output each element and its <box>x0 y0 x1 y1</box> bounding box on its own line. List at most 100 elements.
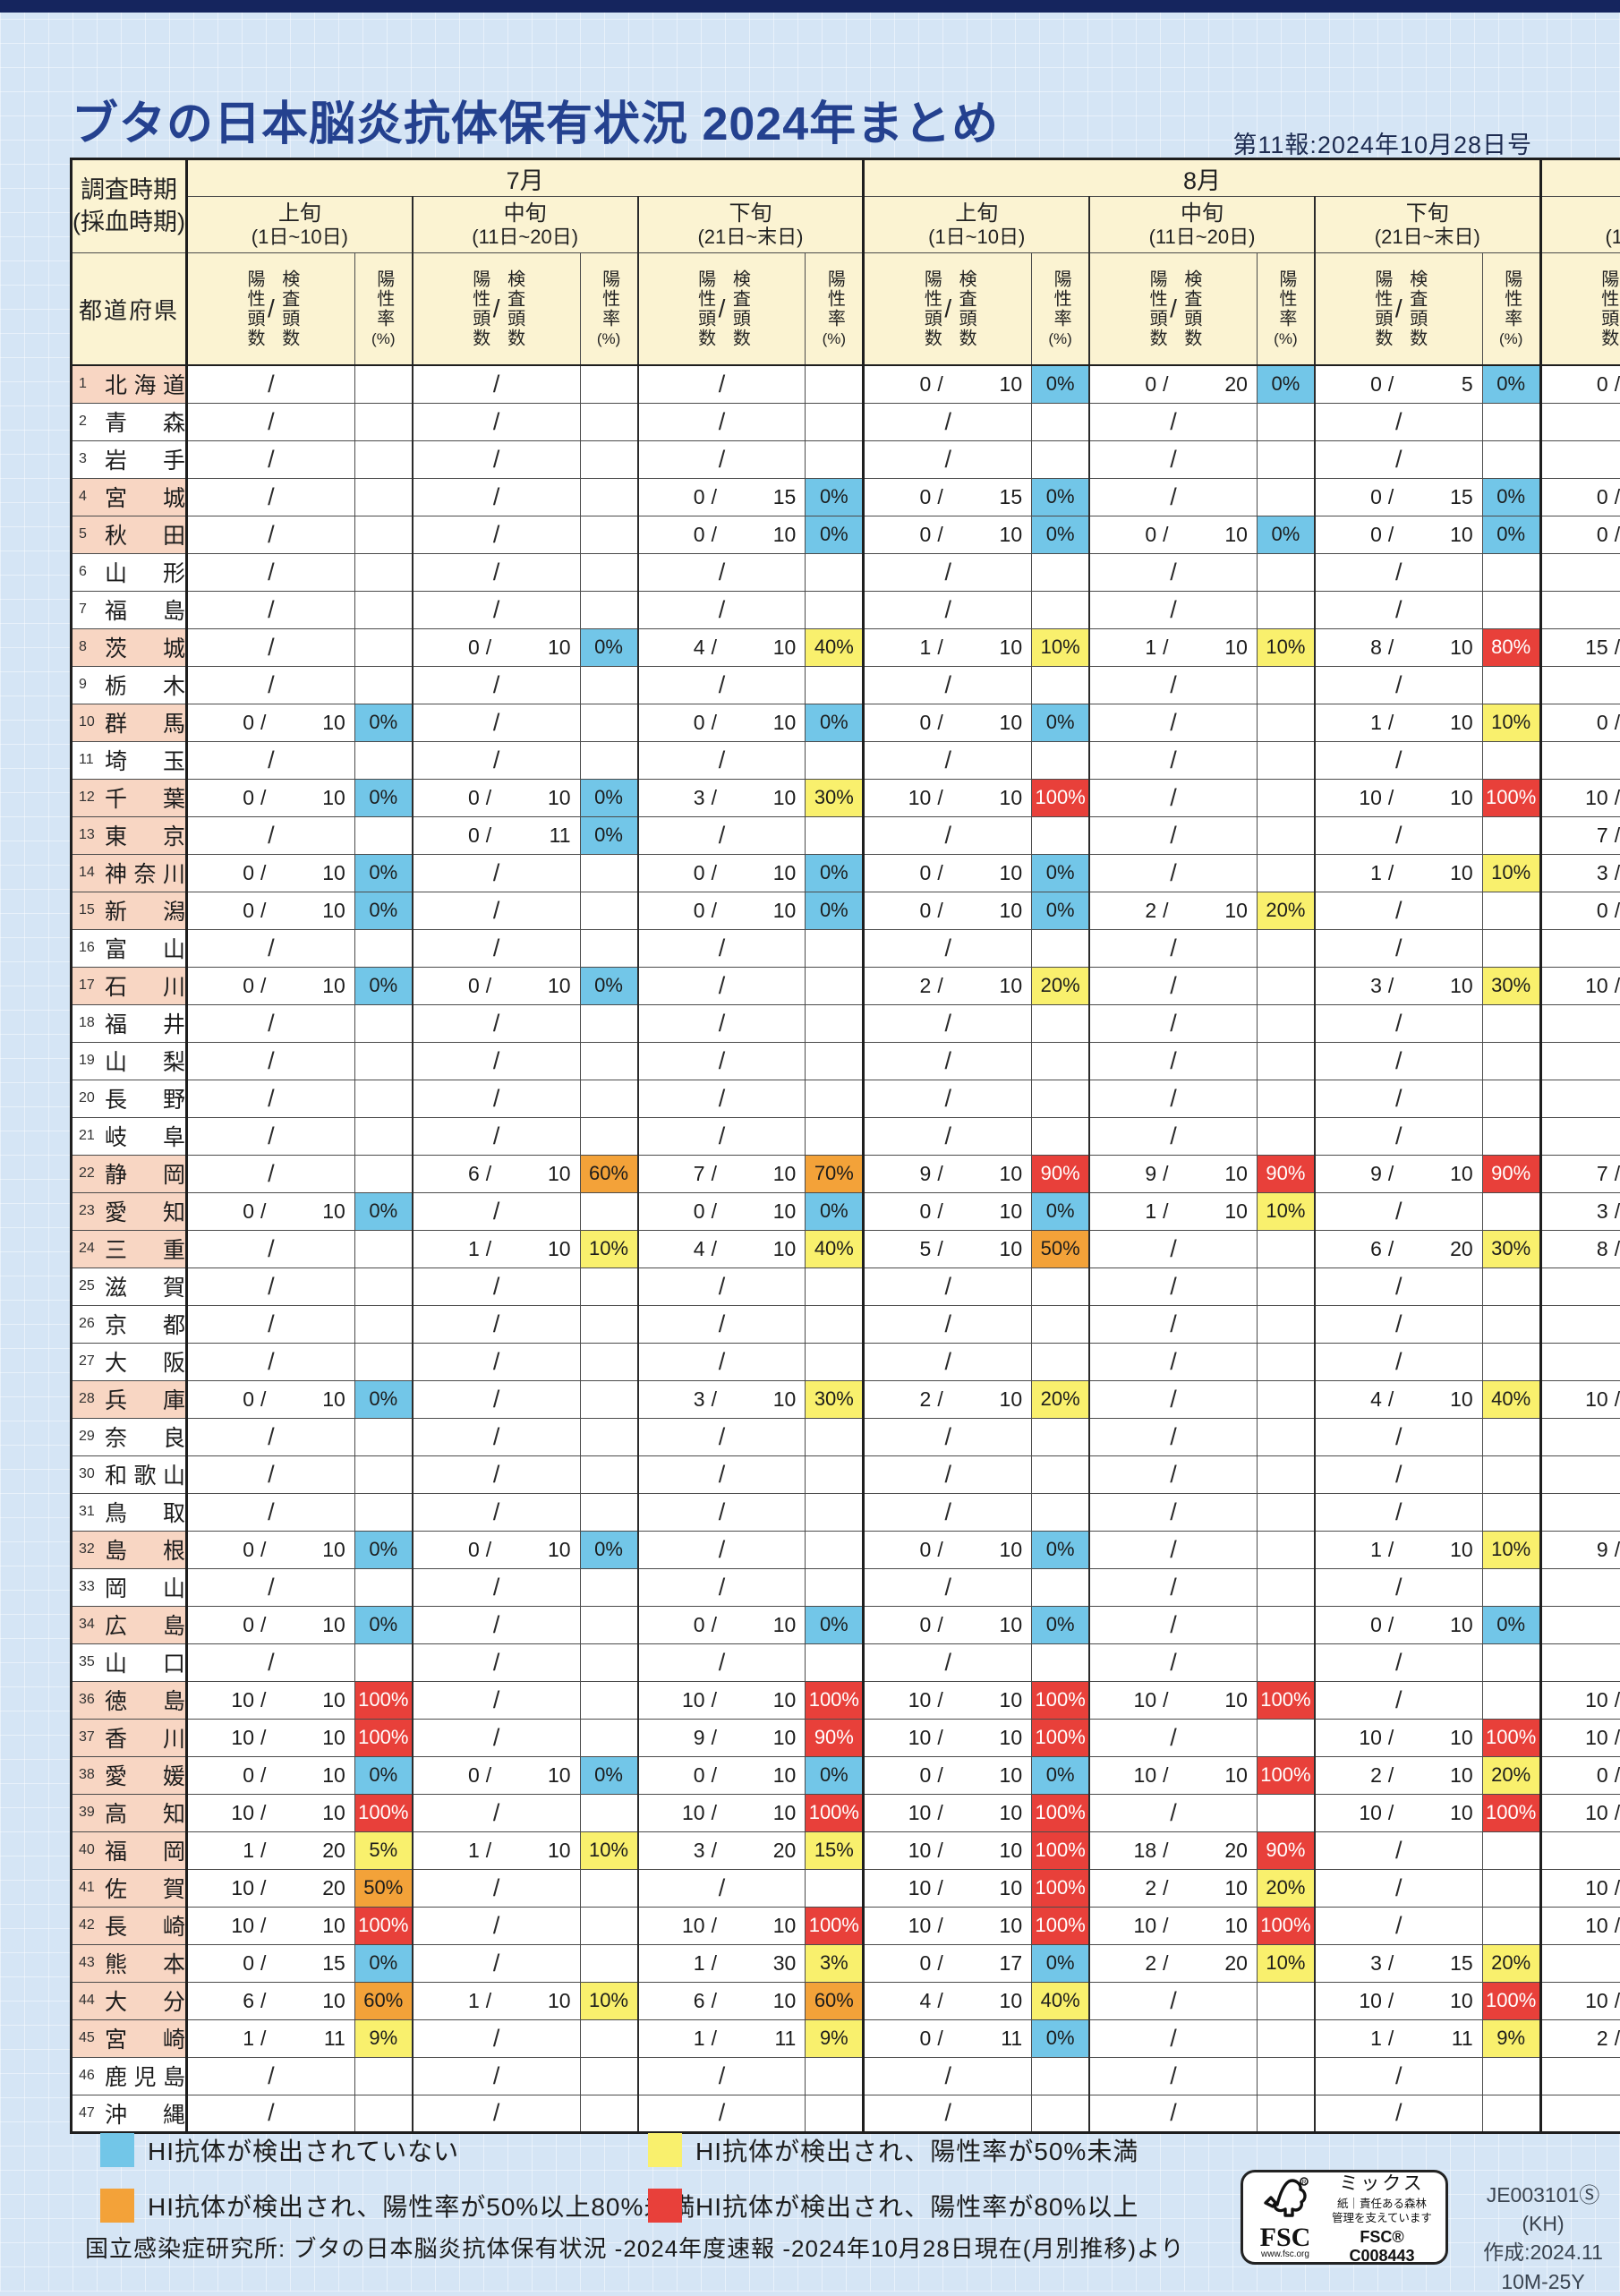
counts-cell-empty: / <box>1315 553 1482 591</box>
counts-cell-empty: / <box>413 666 580 704</box>
prefecture-name-char: 岩 <box>105 443 127 475</box>
tested-count: 10 <box>950 1763 1031 1788</box>
tested-count: 10 <box>950 1199 1031 1224</box>
counts-cell-empty: / <box>1540 1606 1620 1643</box>
positive-count: 0 <box>865 372 931 397</box>
prefecture-number: 43 <box>79 1955 103 1971</box>
tested-count: 10 <box>950 372 1031 397</box>
tested-count: 10 <box>1400 786 1481 810</box>
prefecture-name: 宮城 <box>105 481 185 513</box>
rate-cell-empty <box>806 1568 864 1606</box>
counts-cell-empty: / <box>1315 1493 1482 1531</box>
slash-glyph: / <box>1382 1387 1400 1412</box>
counts-cell-inner: 10/10 <box>1542 1876 1620 1900</box>
counts-cell-inner: 5/10 <box>865 1237 1031 1261</box>
rate-cell-empty <box>354 403 413 440</box>
rate-cell-empty <box>1482 1455 1540 1493</box>
rate-cell: 0% <box>580 628 638 666</box>
rate-cell-empty <box>1032 553 1090 591</box>
counts-cell-empty: / <box>1089 854 1257 892</box>
rate-cell-empty <box>1032 1117 1090 1155</box>
tested-count: 10 <box>272 711 354 735</box>
prefecture-name: 鳥取 <box>105 1496 185 1528</box>
tested-count: 10 <box>950 1839 1031 1863</box>
slash-glyph: / <box>1156 1763 1174 1788</box>
counts-cell-inner: 0/10 <box>188 1387 354 1412</box>
tested-count: 20 <box>1175 1839 1257 1863</box>
counts-cell-empty: / <box>638 741 806 779</box>
prefecture-name-char: 潟 <box>163 894 185 926</box>
prefecture-number: 13 <box>79 827 103 843</box>
prefecture-name: 東京 <box>105 819 185 851</box>
counts-cell: 10/10 <box>864 1907 1032 1944</box>
rate-cell-empty <box>354 478 413 516</box>
counts-cell-inner: 0/15 <box>865 485 1031 509</box>
rate-cell-empty <box>1257 1305 1315 1343</box>
counts-cell: 10/10 <box>187 1719 355 1756</box>
counts-cell-empty: / <box>1089 1455 1257 1493</box>
tested-count: 11 <box>1400 2027 1481 2051</box>
rate-cell: 0% <box>1032 1944 1090 1982</box>
prefecture-name: 広島 <box>105 1609 185 1641</box>
counts-cell-empty: / <box>1540 1418 1620 1455</box>
counts-cell-empty: / <box>1315 440 1482 478</box>
slash-glyph: / <box>1608 1914 1620 1938</box>
tested-count: 10 <box>272 1914 354 1938</box>
rate-unit-label: (%) <box>371 330 395 348</box>
counts-cell-empty: / <box>413 1305 580 1343</box>
counts-cell: 10/10 <box>187 1794 355 1831</box>
prefecture-name-char: 滋 <box>105 1270 127 1302</box>
prefecture-header: 都道府県 <box>72 253 187 366</box>
positive-count: 5 <box>865 1237 931 1261</box>
rate-cell-empty <box>1257 1343 1315 1380</box>
positive-count: 0 <box>188 974 254 998</box>
counts-header: 陽性頭数/検査頭数 <box>1089 253 1257 366</box>
slash-glyph: / <box>705 1613 723 1637</box>
counts-cell: 0/10 <box>1540 516 1620 553</box>
counts-cell-empty: / <box>638 1455 806 1493</box>
prefecture-name-char: 山 <box>105 556 127 588</box>
slash-glyph: / <box>1608 786 1620 810</box>
rate-cell-empty <box>580 666 638 704</box>
counts-header: 陽性頭数/検査頭数 <box>413 253 580 366</box>
prefecture-name-char: 岐 <box>105 1120 127 1152</box>
rate-cell-empty <box>354 440 413 478</box>
rate-cell-empty <box>1257 1117 1315 1155</box>
rate-cell-empty <box>580 1042 638 1080</box>
counts-cell-empty: / <box>187 666 355 704</box>
rate-cell: 60% <box>806 1982 864 2019</box>
fsc-cert-label: FSC® C008443 <box>1326 2228 1438 2266</box>
counts-cell: 3/10 <box>1540 1192 1620 1230</box>
slash-glyph: / <box>254 1951 272 1976</box>
rate-cell-empty <box>1032 1418 1090 1455</box>
tested-count: 10 <box>272 1199 354 1224</box>
positive-count: 7 <box>1542 824 1608 848</box>
counts-cell-empty: / <box>864 1117 1032 1155</box>
counts-cell: 0/17 <box>864 1944 1032 1982</box>
rate-cell: 0% <box>806 1606 864 1643</box>
rate-cell-empty <box>1482 816 1540 854</box>
rate-cell: 100% <box>1482 1719 1540 1756</box>
slash-glyph: / <box>705 1914 723 1938</box>
slash-glyph: / <box>1382 1538 1400 1562</box>
counts-header-inner: 陽性頭数/検査頭数 <box>188 269 354 348</box>
table-row: 41佐賀10/2050%//10/10100%2/1020%/10/10100%… <box>72 1869 1620 1907</box>
rate-cell-empty <box>1257 2057 1315 2095</box>
counts-cell-inner: 10/10 <box>1090 1688 1257 1712</box>
counts-cell-empty: / <box>413 1568 580 1606</box>
tested-count: 10 <box>498 1237 579 1261</box>
rate-label: 陽性率 <box>1051 269 1070 329</box>
counts-cell-empty: / <box>187 1643 355 1681</box>
rate-cell: 10% <box>1032 628 1090 666</box>
prefecture-name-char: 栃 <box>105 669 127 701</box>
table-row: 17石川0/100%0/100%/2/1020%/3/1030%10/10100… <box>72 967 1620 1004</box>
tested-count: 20 <box>1175 372 1257 397</box>
